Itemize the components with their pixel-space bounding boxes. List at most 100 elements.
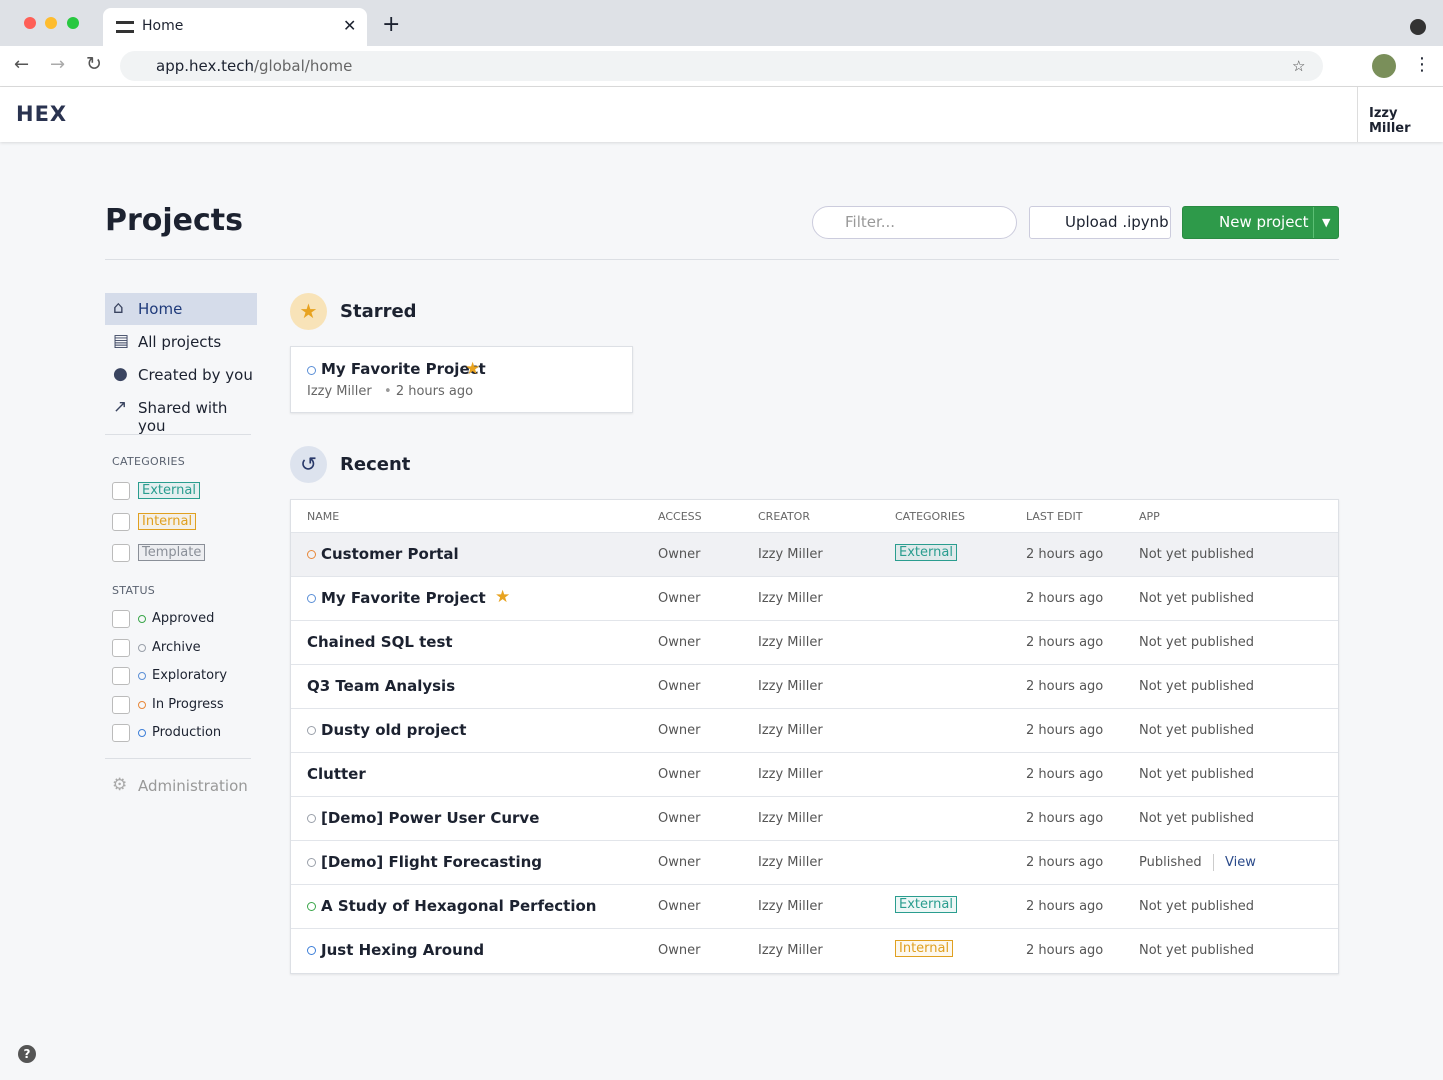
last-edit: 2 hours ago [1026, 943, 1104, 958]
status-dot [307, 814, 316, 823]
last-edit: 2 hours ago [1026, 635, 1104, 650]
category-tag: Internal [138, 513, 197, 530]
category-tag: Template [138, 544, 206, 561]
checkbox[interactable] [112, 544, 130, 562]
checkbox[interactable] [112, 638, 130, 657]
filter-input[interactable]: Filter... [812, 206, 1017, 239]
admin-link[interactable]: Administration [138, 777, 248, 795]
column-header: ACCESS [658, 510, 702, 523]
back[interactable]: ← [14, 54, 30, 75]
project-name[interactable]: [Demo] Flight Forecasting [321, 853, 543, 871]
nav-item[interactable]: ↗ Shared with you [105, 392, 257, 435]
app-link[interactable]: View [1225, 855, 1256, 870]
app-status: Not yet published [1139, 899, 1255, 914]
project-name[interactable]: Chained SQL test [307, 633, 453, 651]
table-row[interactable]: Dusty old project Owner Izzy Miller 2 hours… [291, 708, 1338, 752]
reload[interactable]: ↻ [86, 53, 102, 75]
checkbox[interactable] [112, 482, 130, 500]
table-row[interactable]: [Demo] Flight Forecasting Owner Izzy Mille… [291, 840, 1338, 884]
table-row[interactable]: My Favorite Project ★ Owner Izzy Miller 2 ho… [291, 576, 1338, 620]
app-status: Not yet published [1139, 723, 1255, 738]
divider [1357, 87, 1358, 142]
star[interactable]: ★ [495, 587, 511, 607]
nav-item[interactable]: ▤ All projects [105, 326, 257, 358]
new-project-button[interactable]: New project ▼ [1182, 206, 1339, 239]
table-row[interactable]: A Study of Hexagonal Perfection Owner Izzy… [291, 884, 1338, 928]
table-row[interactable]: Just Hexing Around Owner Izzy Miller Intern… [291, 928, 1338, 972]
project-name[interactable]: Q3 Team Analysis [307, 677, 456, 695]
project-name[interactable]: Dusty old project [321, 721, 467, 739]
upload-button[interactable]: Upload .ipynb [1029, 206, 1171, 239]
nav-label: Home [138, 300, 183, 318]
checkbox[interactable] [112, 695, 130, 714]
filter-placeholder: Filter... [845, 213, 896, 231]
tab-close[interactable]: ✕ [343, 16, 357, 35]
avatar[interactable] [1372, 54, 1396, 78]
tab-menu[interactable] [1410, 19, 1426, 35]
project-name[interactable]: A Study of Hexagonal Perfection [321, 897, 597, 915]
new-tab[interactable]: + [382, 12, 401, 37]
projects-table: NAME ACCESS CREATOR CATEGORIES LAST EDIT APP C… [290, 499, 1339, 974]
browser-menu[interactable]: ⋮ [1413, 54, 1431, 75]
access: Owner [658, 811, 701, 826]
column-header: CATEGORIES [895, 510, 966, 523]
table-row[interactable]: Chained SQL test Owner Izzy Miller 2 hours … [291, 620, 1338, 664]
creator: Izzy Miller [758, 943, 823, 958]
checkbox[interactable] [112, 513, 130, 531]
status-dot [138, 700, 146, 709]
project-name[interactable]: Just Hexing Around [321, 941, 485, 959]
creator: Izzy Miller [758, 855, 823, 870]
recent-icon: ↺ [290, 446, 327, 483]
nav-item[interactable]: ● Created by you [105, 359, 257, 391]
browser-tab[interactable]: Home ✕ [103, 8, 367, 46]
url-bar[interactable]: app.hex.tech/global/home ☆ [120, 51, 1323, 81]
project-name[interactable]: Customer Portal [321, 545, 459, 563]
table-row[interactable]: Customer Portal Owner Izzy Miller External 2… [291, 532, 1338, 576]
access: Owner [658, 591, 701, 606]
nav-icon: ↗ [113, 397, 128, 417]
category-tag: External [895, 544, 957, 561]
new-project-dropdown[interactable]: ▼ [1313, 207, 1330, 238]
nav-item[interactable]: ⌂ Home [105, 293, 257, 325]
app-status: Not yet published [1139, 591, 1255, 606]
project-name[interactable]: Clutter [307, 765, 366, 783]
creator: Izzy Miller [758, 767, 823, 782]
starred-card[interactable]: My Favorite Project ★ Izzy Miller • • 2 … [290, 346, 633, 413]
status-label: In Progress [152, 696, 224, 712]
column-header: CREATOR [758, 510, 810, 523]
table-row[interactable]: [Demo] Power User Curve Owner Izzy Miller 2… [291, 796, 1338, 840]
admin-icon: ⚙ [112, 775, 128, 795]
checkbox[interactable] [112, 610, 130, 628]
nav-label: Shared with you [138, 399, 228, 435]
status-dot [138, 729, 146, 738]
status-dot [307, 902, 316, 911]
help[interactable]: ? [18, 1045, 36, 1063]
star[interactable]: ★ [465, 359, 481, 379]
checkbox[interactable] [112, 724, 130, 743]
creator: Izzy Miller [758, 811, 823, 826]
nav-icon: ● [113, 364, 128, 384]
logo[interactable]: HEX [16, 102, 68, 126]
forward[interactable]: → [50, 54, 66, 75]
status-dot [307, 366, 316, 375]
user-name[interactable]: Izzy Miller [1369, 106, 1411, 136]
divider [105, 259, 1339, 260]
status-dot [138, 672, 146, 681]
status-dot [307, 858, 316, 867]
project-name[interactable]: My Favorite Project [321, 589, 486, 607]
table-row[interactable]: Clutter Owner Izzy Miller 2 hours ago Not ye… [291, 752, 1338, 796]
project-name[interactable]: [Demo] Power User Curve [321, 809, 540, 827]
status-dot [138, 643, 146, 652]
close-window[interactable] [24, 17, 36, 29]
category-tag: Internal [895, 940, 954, 957]
table-row[interactable]: Q3 Team Analysis Owner Izzy Miller 2 hours … [291, 664, 1338, 708]
maximize-window[interactable] [67, 17, 79, 29]
app-status: Not yet published [1139, 547, 1255, 562]
nav-label: Created by you [138, 366, 253, 384]
separator: • [384, 384, 392, 399]
bookmark[interactable]: ☆ [1292, 57, 1306, 75]
checkbox[interactable] [112, 667, 130, 686]
minimize-window[interactable] [45, 17, 57, 29]
status-label: Exploratory [152, 668, 228, 684]
column-header: NAME [307, 510, 340, 523]
